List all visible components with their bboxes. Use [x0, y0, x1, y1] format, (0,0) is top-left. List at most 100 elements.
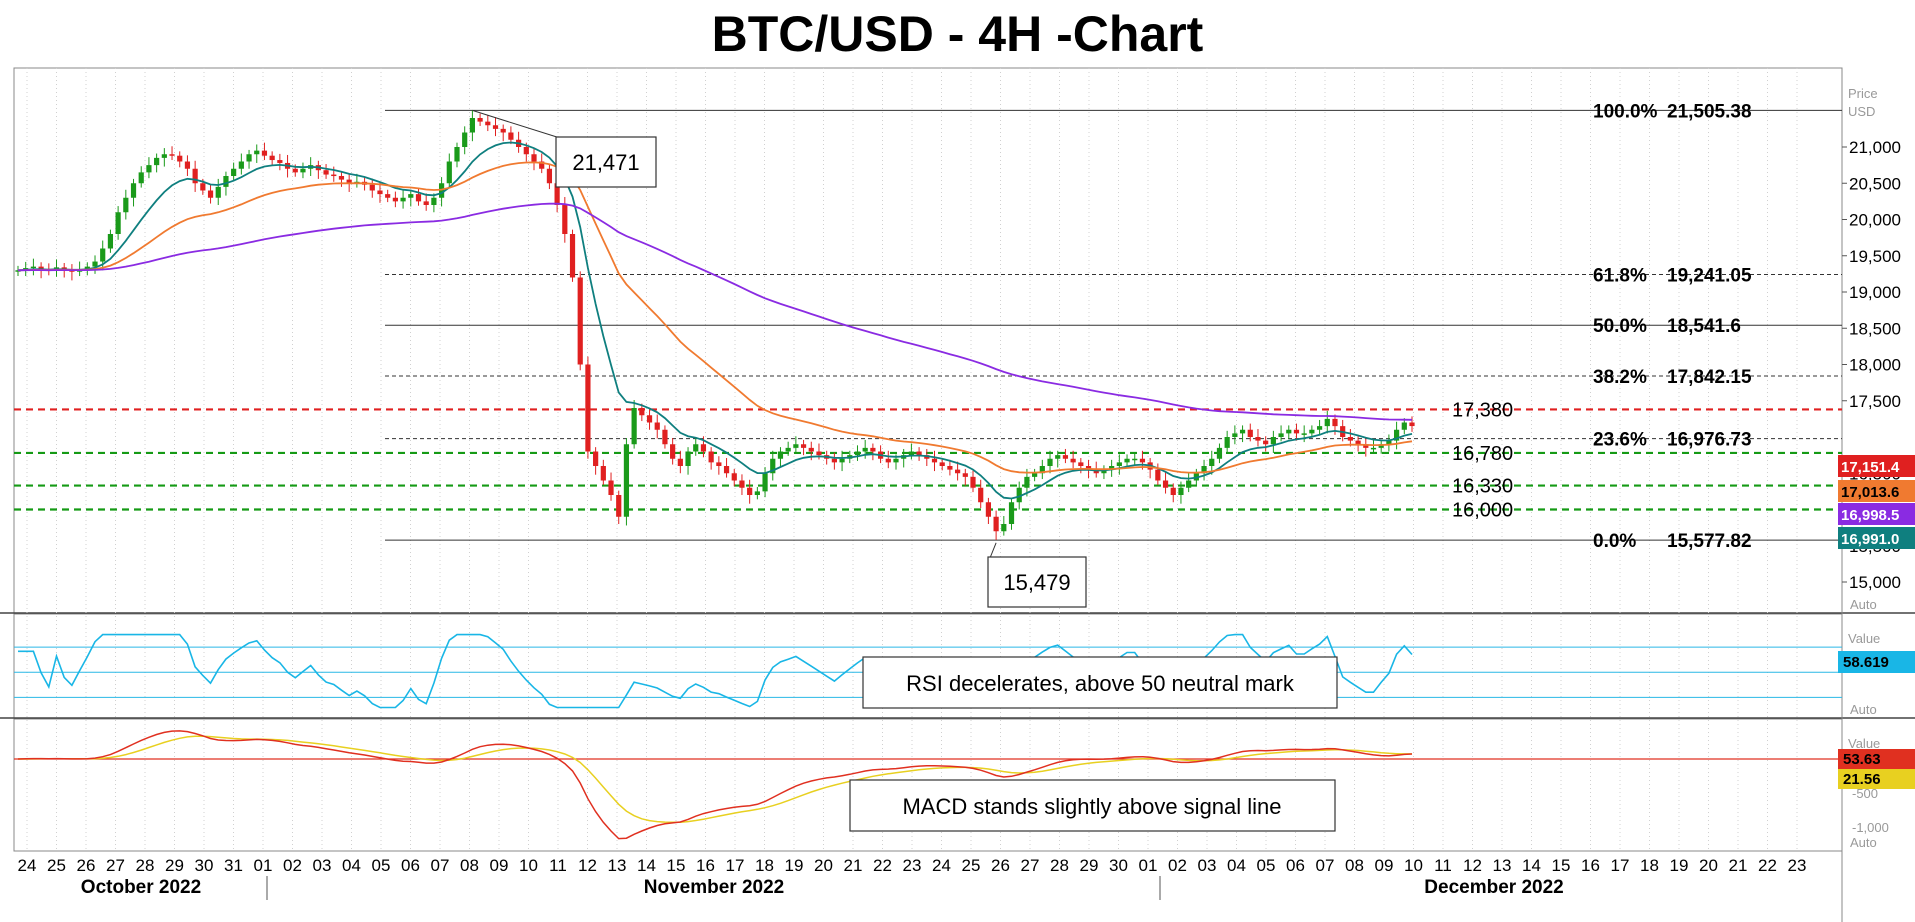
day-label-9: 02 [283, 856, 302, 875]
day-label-4: 28 [136, 856, 155, 875]
fib-label-5: 0.0% [1593, 531, 1636, 552]
rsi-axis-footer: Auto [1850, 702, 1877, 717]
candle-body [885, 458, 891, 463]
rsi-panel: Value 58.619 Auto RSI decelerates, above 50… [14, 631, 1915, 717]
candle-body [1247, 429, 1253, 437]
candle-body [893, 458, 899, 463]
candle-body [215, 186, 221, 198]
price-axis-footer: Auto [1850, 597, 1877, 612]
day-label-53: 16 [1581, 856, 1600, 875]
candle-body [1001, 524, 1007, 532]
candle-body [1032, 473, 1038, 477]
candle-body [1293, 429, 1300, 434]
candle-body [600, 466, 606, 481]
day-label-46: 09 [1375, 856, 1394, 875]
candle-body [107, 234, 114, 249]
candle-body [169, 154, 175, 156]
candle-body [908, 451, 914, 456]
day-label-8: 01 [254, 856, 273, 875]
macd-last-badge [1838, 749, 1915, 769]
day-label-37: 30 [1109, 856, 1128, 875]
ema-mid-line [17, 161, 1413, 474]
candle-body [1078, 462, 1084, 466]
candle-body [1162, 480, 1169, 488]
candle-body [870, 447, 876, 452]
candle-body [993, 516, 999, 532]
candle-body [415, 194, 422, 202]
candle-body [15, 270, 21, 272]
candle-body [177, 155, 183, 162]
candle-body [431, 197, 437, 205]
candle-body [955, 469, 961, 474]
candle-body [631, 408, 637, 445]
day-label-39: 02 [1168, 856, 1187, 875]
fib-price-4: 16,976.73 [1667, 430, 1752, 451]
day-label-27: 20 [814, 856, 833, 875]
candle-body [1101, 469, 1107, 474]
candle-body [939, 462, 945, 466]
day-label-17: 10 [519, 856, 538, 875]
day-label-6: 30 [195, 856, 214, 875]
day-label-15: 08 [460, 856, 479, 875]
macd-last-label: 53.63 [1843, 751, 1881, 768]
day-label-33: 26 [991, 856, 1010, 875]
day-label-11: 04 [342, 856, 361, 875]
last-badge-1 [1838, 480, 1915, 502]
candle-body [639, 408, 645, 416]
day-label-58: 21 [1729, 856, 1748, 875]
last-badge-label-2: 16,998.5 [1841, 507, 1899, 524]
signal-last-label: 21.56 [1843, 771, 1881, 788]
candle-body [1255, 437, 1261, 441]
fib-label-3: 38.2% [1593, 367, 1647, 388]
candle-body [408, 194, 414, 198]
candle-body [1047, 458, 1053, 466]
candle-body [947, 466, 953, 470]
candle-body [1393, 429, 1400, 441]
candle-body [1016, 487, 1022, 503]
candle-body [1401, 422, 1407, 430]
candle-body [800, 444, 807, 448]
candle-body [831, 458, 837, 463]
day-label-40: 03 [1198, 856, 1217, 875]
candle-body [862, 447, 868, 452]
last-badge-label-3: 16,991.0 [1841, 531, 1899, 548]
candle-body [161, 154, 167, 158]
day-label-42: 05 [1257, 856, 1276, 875]
candle-body [200, 183, 206, 191]
level-label-2: 16,330 [1452, 476, 1513, 498]
fib-price-5: 15,577.82 [1667, 531, 1752, 552]
day-label-21: 14 [637, 856, 656, 875]
candle-body [1132, 458, 1138, 461]
candle-body [146, 165, 152, 173]
day-label-29: 22 [873, 856, 892, 875]
candle-body [616, 495, 622, 517]
candle-body [231, 168, 237, 176]
candle-body [1301, 433, 1307, 435]
candle-body [916, 451, 922, 456]
candle-body [731, 473, 737, 481]
day-label-31: 24 [932, 856, 951, 875]
candle-body [585, 364, 591, 452]
candle-body [693, 444, 699, 452]
candle-body [1224, 437, 1230, 448]
candle-body [346, 179, 352, 184]
candle-body [223, 176, 229, 187]
candle-body [369, 184, 375, 191]
rsi-last-badge [1838, 651, 1915, 673]
day-label-0: 24 [18, 856, 37, 875]
day-label-60: 23 [1788, 856, 1807, 875]
candle-body [1263, 440, 1269, 445]
candle-body [84, 266, 90, 270]
candle-body [985, 502, 992, 517]
candle-body [646, 415, 653, 423]
candle-body [1324, 418, 1330, 427]
candle-body [554, 183, 560, 205]
candle-body [1024, 476, 1030, 488]
candle-body [1186, 480, 1192, 488]
price-axis-unit: USD [1848, 104, 1875, 119]
candle-body [1109, 466, 1115, 470]
candle-body [531, 154, 537, 162]
candle-body [338, 176, 345, 180]
fib-price-3: 17,842.15 [1667, 367, 1752, 388]
